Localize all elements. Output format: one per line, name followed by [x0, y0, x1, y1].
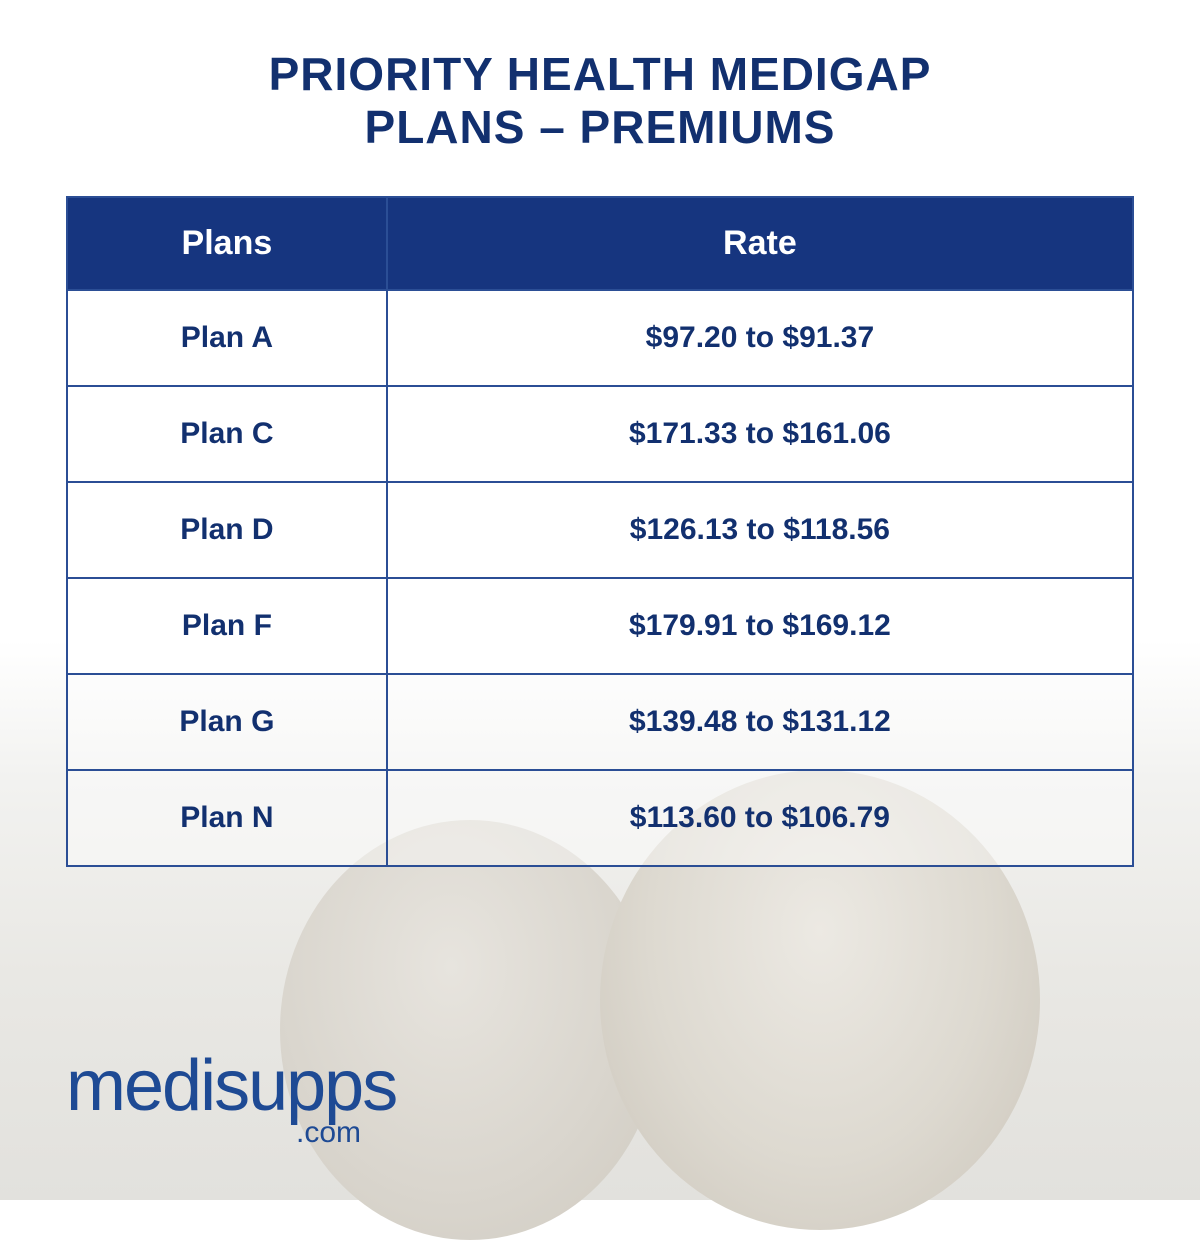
- table-row: Plan G$139.48 to $131.12: [67, 674, 1133, 770]
- table-row: Plan D$126.13 to $118.56: [67, 482, 1133, 578]
- table-row: Plan N$113.60 to $106.79: [67, 770, 1133, 866]
- cell-rate: $97.20 to $91.37: [387, 290, 1133, 386]
- cell-plan: Plan F: [67, 578, 387, 674]
- col-header-rate: Rate: [387, 197, 1133, 290]
- page-title: PRIORITY HEALTH MEDIGAP PLANS – PREMIUMS: [0, 48, 1200, 154]
- table-header-row: Plans Rate: [67, 197, 1133, 290]
- brand-logo-part1: medi: [66, 1046, 214, 1126]
- brand-logo-word: medisupps: [66, 1050, 396, 1122]
- page-title-line-1: PRIORITY HEALTH MEDIGAP: [0, 48, 1200, 101]
- cell-rate: $139.48 to $131.12: [387, 674, 1133, 770]
- cell-rate: $179.91 to $169.12: [387, 578, 1133, 674]
- premiums-table: Plans Rate Plan A$97.20 to $91.37Plan C$…: [66, 196, 1134, 867]
- premiums-table-wrap: Plans Rate Plan A$97.20 to $91.37Plan C$…: [66, 196, 1134, 867]
- brand-logo-part2: supps: [214, 1046, 396, 1126]
- page-title-line-2: PLANS – PREMIUMS: [0, 101, 1200, 154]
- table-row: Plan C$171.33 to $161.06: [67, 386, 1133, 482]
- cell-plan: Plan C: [67, 386, 387, 482]
- cell-rate: $126.13 to $118.56: [387, 482, 1133, 578]
- col-header-plans: Plans: [67, 197, 387, 290]
- table-row: Plan F$179.91 to $169.12: [67, 578, 1133, 674]
- cell-plan: Plan D: [67, 482, 387, 578]
- cell-plan: Plan N: [67, 770, 387, 866]
- cell-plan: Plan A: [67, 290, 387, 386]
- cell-rate: $171.33 to $161.06: [387, 386, 1133, 482]
- table-body: Plan A$97.20 to $91.37Plan C$171.33 to $…: [67, 290, 1133, 866]
- cell-plan: Plan G: [67, 674, 387, 770]
- brand-logo: medisupps .com: [66, 1050, 396, 1150]
- cell-rate: $113.60 to $106.79: [387, 770, 1133, 866]
- table-row: Plan A$97.20 to $91.37: [67, 290, 1133, 386]
